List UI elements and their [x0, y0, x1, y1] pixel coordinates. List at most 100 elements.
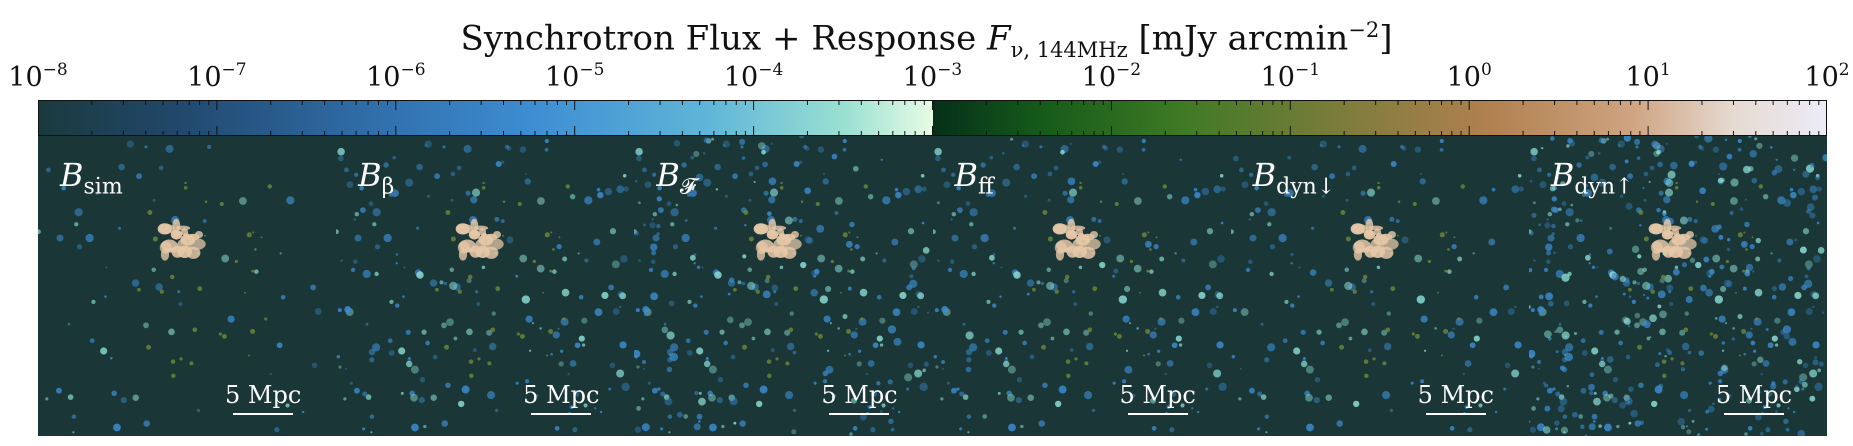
diffuse-emission-blob	[701, 266, 704, 269]
diffuse-emission-blob	[372, 222, 377, 227]
diffuse-emission-blob	[832, 393, 837, 398]
diffuse-emission-blob	[1030, 173, 1037, 180]
colorbar-tick-label: 100	[1446, 60, 1492, 93]
diffuse-emission-blob	[1769, 146, 1773, 149]
diffuse-emission-blob	[1754, 137, 1758, 141]
diffuse-emission-blob	[1037, 420, 1045, 427]
diffuse-emission-blob	[1380, 329, 1387, 336]
filament-speck	[846, 328, 852, 334]
diffuse-emission-blob	[1625, 354, 1631, 360]
diffuse-emission-blob	[430, 394, 438, 401]
diffuse-emission-blob	[843, 138, 848, 144]
diffuse-emission-blob	[1560, 426, 1568, 434]
diffuse-emission-blob	[1278, 233, 1287, 243]
diffuse-emission-blob	[441, 420, 449, 427]
diffuse-emission-blob	[450, 198, 454, 202]
diffuse-emission-blob	[1149, 397, 1156, 404]
diffuse-emission-blob	[1017, 329, 1024, 335]
diffuse-emission-blob	[1564, 343, 1574, 352]
diffuse-emission-blob	[1756, 142, 1763, 149]
diffuse-emission-blob	[1555, 176, 1559, 180]
diffuse-emission-blob	[1774, 343, 1779, 347]
diffuse-emission-blob	[1026, 394, 1034, 401]
diffuse-emission-blob	[635, 179, 638, 183]
diffuse-emission-blob	[1019, 424, 1024, 429]
diffuse-emission-blob	[1606, 356, 1614, 363]
diffuse-emission-blob	[1217, 382, 1227, 392]
diffuse-emission-blob	[1789, 187, 1794, 192]
filament-speck	[159, 289, 164, 294]
diffuse-emission-blob	[1648, 180, 1651, 184]
diffuse-emission-blob	[1631, 299, 1636, 304]
diffuse-emission-blob	[1578, 414, 1583, 419]
diffuse-emission-blob	[1123, 285, 1130, 293]
diffuse-emission-blob	[1005, 390, 1012, 397]
filament-speck	[184, 181, 187, 185]
map-panel: Bff 5 Mpc	[932, 136, 1231, 436]
diffuse-emission-blob	[831, 153, 838, 160]
diffuse-emission-blob	[177, 290, 181, 294]
diffuse-emission-blob	[608, 387, 612, 391]
diffuse-emission-blob	[489, 342, 497, 351]
filament-speck	[444, 344, 450, 350]
diffuse-emission-blob	[1703, 136, 1713, 143]
diffuse-emission-blob	[418, 396, 426, 404]
diffuse-emission-blob	[403, 266, 406, 269]
diffuse-emission-blob	[67, 322, 71, 326]
diffuse-emission-blob	[1204, 284, 1211, 291]
filament-speck	[260, 236, 263, 239]
diffuse-emission-blob	[965, 201, 970, 207]
diffuse-emission-blob	[1536, 397, 1540, 401]
diffuse-emission-blob	[1366, 188, 1375, 197]
diffuse-emission-blob	[1504, 362, 1510, 369]
diffuse-emission-blob	[877, 294, 882, 300]
diffuse-emission-blob	[1614, 329, 1620, 335]
diffuse-emission-blob	[582, 343, 586, 347]
diffuse-emission-blob	[714, 226, 718, 230]
filament-speck	[189, 361, 194, 366]
diffuse-emission-blob	[910, 260, 919, 269]
filament-speck	[495, 286, 501, 292]
diffuse-emission-blob	[1434, 327, 1437, 330]
diffuse-emission-blob	[643, 367, 646, 370]
diffuse-emission-blob	[1166, 193, 1172, 200]
diffuse-emission-blob	[1230, 229, 1234, 235]
diffuse-emission-blob	[168, 328, 175, 336]
diffuse-emission-blob	[971, 244, 977, 250]
diffuse-emission-blob	[1530, 155, 1537, 162]
diffuse-emission-blob	[1610, 188, 1613, 191]
diffuse-emission-blob	[1805, 308, 1813, 316]
diffuse-emission-blob	[67, 394, 74, 400]
diffuse-emission-blob	[1564, 335, 1567, 338]
diffuse-emission-blob	[1815, 175, 1820, 181]
diffuse-emission-blob	[405, 329, 411, 335]
diffuse-emission-blob	[609, 362, 616, 369]
diffuse-emission-blob	[285, 403, 290, 408]
diffuse-emission-blob	[1765, 427, 1771, 433]
diffuse-emission-blob	[1090, 216, 1096, 222]
diffuse-emission-blob	[918, 255, 927, 263]
diffuse-emission-blob	[409, 390, 416, 397]
diffuse-emission-blob	[1783, 199, 1791, 207]
diffuse-emission-blob	[1367, 348, 1372, 353]
diffuse-emission-blob	[581, 317, 588, 324]
diffuse-emission-blob	[689, 189, 698, 198]
diffuse-emission-blob	[1158, 288, 1166, 297]
diffuse-emission-blob	[1514, 341, 1522, 349]
diffuse-emission-blob	[337, 308, 343, 313]
diffuse-emission-blob	[767, 211, 773, 217]
diffuse-emission-blob	[774, 301, 779, 307]
diffuse-emission-blob	[1316, 329, 1322, 335]
diffuse-emission-blob	[865, 372, 869, 376]
diffuse-emission-blob	[360, 207, 366, 213]
diffuse-emission-blob	[740, 145, 744, 149]
diffuse-emission-blob	[1699, 187, 1706, 195]
filament-speck	[1638, 210, 1644, 215]
diffuse-emission-blob	[934, 365, 939, 369]
diffuse-emission-blob	[709, 365, 718, 374]
diffuse-emission-blob	[392, 155, 397, 160]
diffuse-emission-blob	[443, 281, 448, 286]
diffuse-emission-blob	[558, 361, 565, 367]
diffuse-emission-blob	[569, 405, 574, 410]
diffuse-emission-blob	[1174, 252, 1177, 255]
